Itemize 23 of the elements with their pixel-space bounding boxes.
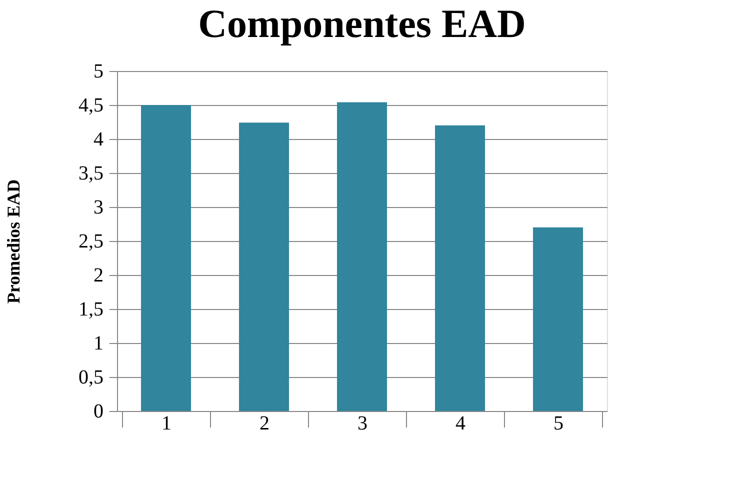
x-tick-label: 4 xyxy=(456,412,466,434)
x-tick-label: 2 xyxy=(260,412,270,434)
y-tick-label: 3,5 xyxy=(78,162,104,184)
y-tick-label: 3 xyxy=(94,196,104,218)
x-tick-label: 5 xyxy=(554,412,564,434)
y-tick-label: 1,5 xyxy=(78,298,104,320)
x-tick-label: 1 xyxy=(162,412,172,434)
y-tick-label: 5 xyxy=(94,60,104,82)
bar xyxy=(435,125,485,411)
y-tick-label: 0,5 xyxy=(78,366,104,388)
bar xyxy=(239,122,289,411)
bar xyxy=(141,105,191,411)
y-tick-label: 1 xyxy=(94,332,104,354)
bar xyxy=(533,227,583,411)
y-tick-label: 4 xyxy=(94,128,104,150)
y-tick-label: 2,5 xyxy=(78,230,104,252)
bar xyxy=(337,102,387,411)
y-axis-title: Promedios EAD xyxy=(4,179,24,304)
y-tick-label: 0 xyxy=(94,400,104,422)
x-tick-label: 3 xyxy=(358,412,368,434)
chart-title: Componentes EAD xyxy=(198,1,526,46)
y-tick-label: 4,5 xyxy=(78,94,104,116)
y-tick-label: 2 xyxy=(94,264,104,286)
